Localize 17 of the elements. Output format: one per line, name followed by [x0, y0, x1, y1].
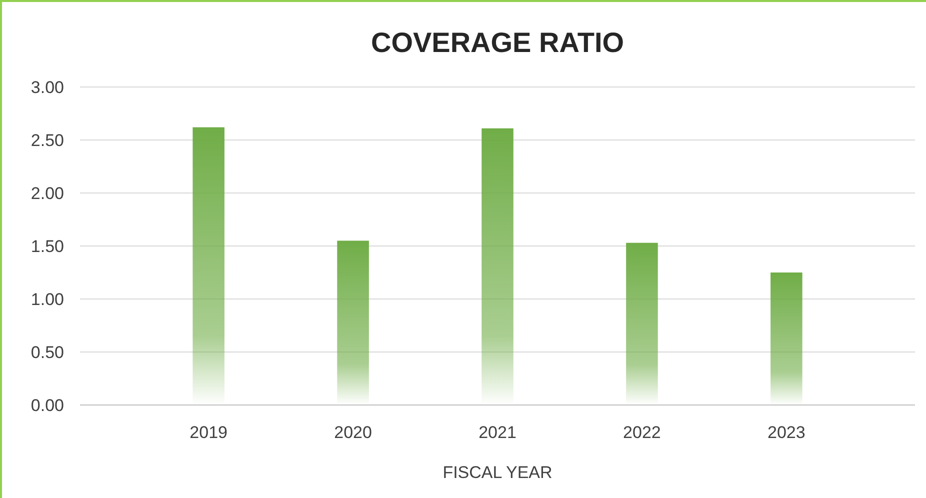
- bar: [626, 242, 658, 405]
- x-tick-label: 2019: [190, 423, 228, 442]
- y-tick-label: 0.00: [30, 396, 64, 415]
- x-tick-label: 2022: [623, 423, 661, 442]
- chart-title: COVERAGE RATIO: [370, 26, 624, 58]
- y-tick-label: 2.50: [30, 130, 64, 150]
- x-tick-label: 2021: [478, 423, 516, 442]
- bar: [770, 272, 802, 405]
- x-tick-label: 2023: [768, 423, 806, 442]
- y-tick-label: 3.00: [30, 78, 64, 97]
- y-tick-label: 1.00: [30, 290, 64, 309]
- x-axis-title: FISCAL YEAR: [442, 462, 552, 482]
- y-tick-label: 2.00: [30, 184, 64, 203]
- x-tick-label: 2020: [334, 423, 372, 442]
- y-tick-label: 1.50: [30, 236, 64, 256]
- y-tick-label: 0.50: [30, 342, 64, 362]
- bar: [337, 240, 369, 405]
